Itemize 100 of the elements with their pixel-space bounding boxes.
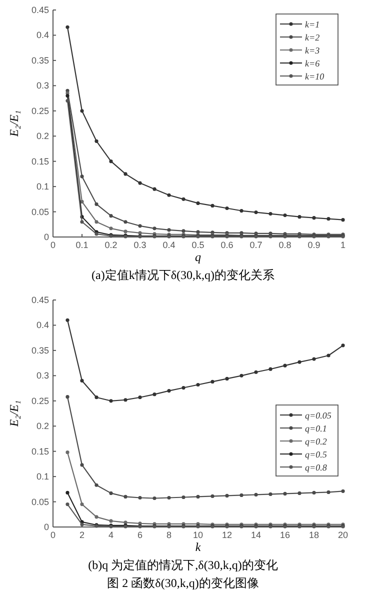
point [326, 354, 330, 358]
x-tick-label: 20 [338, 530, 348, 540]
y-axis-title: E₂/E₁ [7, 110, 21, 138]
x-tick-label: 0.3 [134, 240, 146, 250]
point [138, 224, 142, 228]
point [182, 386, 186, 390]
point [167, 496, 171, 500]
y-axis-title: E₂/E₁ [7, 400, 21, 428]
y-tick-label: 0.3 [36, 80, 49, 91]
text: (b)q 为定值的情况下,δ(30,k,q)的变化 [88, 558, 278, 572]
point [268, 212, 272, 216]
point [312, 216, 316, 220]
point [80, 463, 84, 467]
y-tick-label: 0.25 [31, 396, 49, 406]
point [152, 392, 156, 396]
y-tick-label: 0.2 [36, 131, 49, 142]
point [240, 493, 244, 498]
legend-label: k=6 [305, 58, 320, 68]
y-tick-label: 0.15 [31, 156, 49, 166]
point [109, 226, 113, 230]
point [225, 494, 229, 498]
x-tick-label: 0.5 [192, 240, 204, 250]
point [66, 99, 70, 103]
point [94, 483, 98, 487]
x-axis-title: q [195, 250, 201, 264]
point [80, 174, 84, 178]
point [225, 376, 229, 380]
point [312, 357, 316, 361]
point [326, 217, 330, 221]
point [124, 172, 128, 176]
y-tick-label: 0.05 [31, 496, 49, 507]
point [152, 226, 156, 230]
point [152, 496, 156, 500]
x-tick-label: 0 [50, 240, 56, 250]
x-tick-label: 16 [280, 530, 290, 540]
point [210, 494, 214, 498]
caption: 图 2 函数δ(30,k,q)的变化图像 [107, 576, 259, 590]
point [80, 109, 84, 113]
point [138, 181, 142, 185]
point [66, 94, 70, 98]
x-tick-label: 0.2 [104, 240, 118, 250]
legend-label: k=10 [305, 72, 325, 82]
point [283, 364, 287, 368]
point [341, 489, 345, 493]
point [196, 382, 200, 387]
point [124, 398, 128, 402]
point [167, 193, 171, 197]
y-tick-label: 0.1 [36, 182, 49, 192]
y-tick-label: 0.4 [36, 320, 49, 330]
point [80, 502, 84, 506]
point [240, 374, 244, 378]
x-tick-label: 1 [340, 240, 346, 250]
legend-label: k=3 [305, 46, 320, 56]
x-axis-title: k [195, 540, 202, 554]
y-tick-label: 0.15 [31, 446, 49, 456]
legend-label: q=0.2 [305, 436, 328, 446]
y-tick-label: 0.45 [31, 295, 49, 305]
point [124, 220, 128, 224]
x-tick-label: 12 [222, 530, 232, 540]
x-tick-label: 10 [192, 530, 204, 540]
point [66, 502, 70, 506]
point [254, 370, 258, 374]
y-tick-label: 0.2 [36, 421, 49, 432]
y-tick-label: 0 [44, 232, 49, 242]
point [341, 218, 345, 222]
x-tick-label: 2 [79, 530, 85, 540]
point [124, 230, 128, 234]
x-tick-label: 0.9 [308, 240, 320, 250]
y-tick-label: 0.25 [31, 106, 49, 116]
point [66, 25, 70, 29]
point [210, 380, 214, 384]
point [225, 206, 229, 210]
point [298, 215, 302, 219]
point [298, 360, 302, 364]
point [124, 494, 128, 499]
x-tick-label: 0.7 [250, 240, 262, 250]
point [94, 220, 98, 224]
x-tick-label: 14 [250, 530, 262, 540]
point [138, 231, 142, 235]
point [268, 367, 272, 371]
point [152, 187, 156, 191]
point [341, 344, 345, 348]
y-tick-label: 0.1 [36, 472, 49, 482]
point [254, 492, 258, 497]
x-tick-label: 4 [108, 530, 114, 540]
point [66, 318, 70, 322]
point [138, 496, 142, 500]
point [196, 201, 200, 205]
point [109, 399, 113, 403]
point [66, 490, 70, 494]
point [66, 450, 70, 454]
point [109, 160, 113, 164]
y-tick-label: 0.35 [31, 55, 49, 66]
point [94, 396, 98, 400]
y-tick-label: 0.35 [31, 345, 49, 356]
point [182, 229, 186, 233]
point [109, 519, 113, 523]
y-tick-label: 0.05 [31, 206, 49, 217]
point [66, 395, 70, 399]
point [109, 214, 113, 218]
